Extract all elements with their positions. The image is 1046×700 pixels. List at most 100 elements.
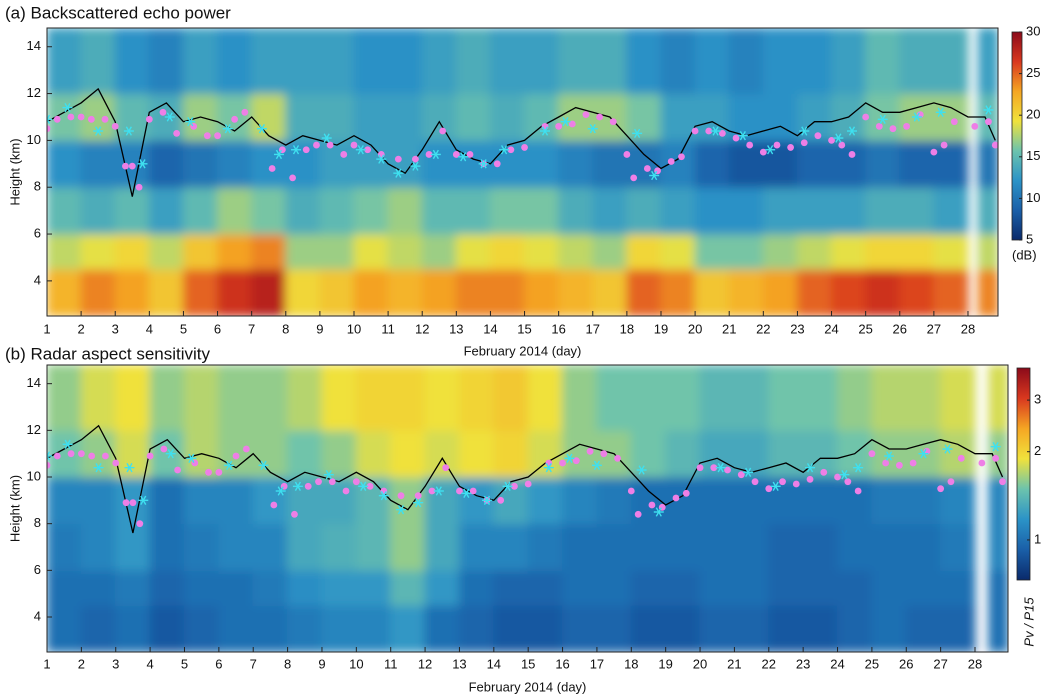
y-tick-label: 4 <box>34 272 41 287</box>
asterisk-marker <box>765 145 776 155</box>
asterisk-marker <box>433 486 444 496</box>
x-tick-label: 10 <box>347 321 361 336</box>
heatmap-cell <box>319 233 355 270</box>
y-tick-label: 6 <box>34 225 41 240</box>
heatmap-cell <box>831 186 867 235</box>
heatmap-cell <box>527 365 564 431</box>
heatmap-cell <box>421 139 457 188</box>
heatmap-cell <box>489 28 526 95</box>
dot-marker <box>101 115 109 123</box>
dot-marker <box>627 487 635 495</box>
heatmap-cell <box>217 233 253 270</box>
heatmap-cell <box>217 268 253 316</box>
asterisk-marker <box>918 449 929 459</box>
colorbar-tick-label: 20 <box>1026 107 1040 122</box>
heatmap-cell <box>940 365 976 431</box>
heatmap-cell <box>80 604 117 652</box>
heatmap-cell <box>527 604 564 652</box>
dot-marker <box>136 520 144 528</box>
heatmap-cell <box>524 268 560 316</box>
heatmap-cell <box>558 28 594 95</box>
tropopause-line <box>47 424 1004 534</box>
asterisk-marker <box>990 442 1001 452</box>
asterisk-marker <box>123 126 134 136</box>
dot-marker <box>875 122 883 130</box>
heatmap-cell <box>251 233 287 270</box>
heatmap-cell <box>218 569 254 606</box>
heatmap-cell <box>182 139 219 188</box>
dot-marker <box>145 115 153 123</box>
heatmap-cell <box>768 365 804 431</box>
heatmap-cell <box>493 604 529 652</box>
heatmap-cell <box>148 268 184 316</box>
heatmap-cell <box>562 523 598 571</box>
heatmap-cell <box>626 186 662 235</box>
heatmap-cell <box>353 93 389 141</box>
heatmap-cell <box>728 186 764 235</box>
heatmap-cell <box>665 476 701 525</box>
heatmap-cell <box>285 268 321 316</box>
dot-marker <box>268 165 276 172</box>
heatmap-cell <box>933 233 969 270</box>
heatmap-cell <box>837 604 873 652</box>
dot-marker <box>173 129 181 137</box>
heatmap-cell <box>665 569 701 606</box>
heatmap-cell <box>665 604 701 652</box>
heatmap-cell <box>355 365 392 431</box>
asterisk-marker <box>461 488 472 498</box>
heatmap-cell <box>80 365 117 431</box>
heatmap-cell <box>353 268 389 316</box>
heatmap <box>47 365 1008 652</box>
heatmap-cell <box>319 139 355 188</box>
colorbar <box>1011 31 1023 241</box>
heatmap-cell <box>390 365 426 431</box>
dot-marker <box>88 452 96 460</box>
heatmap-cell <box>80 28 116 95</box>
asterisk-marker <box>653 507 664 517</box>
dot-marker <box>992 454 1000 462</box>
heatmap-cell <box>80 93 116 141</box>
x-tick-label: 28 <box>961 321 975 336</box>
heatmap-cell <box>626 28 662 95</box>
heatmap-cell <box>114 233 150 270</box>
heatmap-cell <box>905 569 942 606</box>
dot-marker <box>67 113 75 121</box>
x-tick-label: 1 <box>43 656 50 671</box>
dot-marker <box>214 132 221 140</box>
heatmap-cell <box>424 569 460 606</box>
heatmap-cell <box>524 28 560 95</box>
dot-marker <box>800 139 808 147</box>
heatmap-cell <box>424 523 460 571</box>
heatmap-cell <box>421 28 457 95</box>
x-tick-label: 26 <box>893 321 907 336</box>
dot-marker <box>493 160 501 168</box>
dot-marker <box>838 141 846 149</box>
heatmap-cell <box>988 569 1008 606</box>
x-tick-label: 6 <box>215 656 222 671</box>
dot-marker <box>135 183 143 191</box>
heatmap-cell <box>218 604 254 652</box>
heatmap-cell <box>988 604 1008 652</box>
heatmap-cell <box>47 268 82 316</box>
heatmap-cell <box>524 93 560 141</box>
y-tick-label: 4 <box>34 608 41 623</box>
x-tick-label: 4 <box>146 321 153 336</box>
heatmap-cell <box>865 233 901 270</box>
asterisk-marker <box>355 145 366 155</box>
heatmap-cell <box>933 139 969 188</box>
dot-marker <box>377 151 385 158</box>
heatmap-cell <box>148 139 184 188</box>
dot-marker <box>957 454 965 462</box>
dot-marker <box>302 146 310 154</box>
heatmap-cell <box>630 569 667 606</box>
dot-marker <box>643 165 651 172</box>
dot-marker <box>112 459 120 467</box>
heatmap-cell <box>285 233 321 270</box>
dot-marker <box>630 174 638 182</box>
dot-marker <box>497 496 505 504</box>
x-tick-label: 6 <box>214 321 221 336</box>
heatmap-cell <box>251 93 287 141</box>
heatmap-cell <box>489 233 526 270</box>
heatmap-cell <box>796 186 833 235</box>
heatmap-cell <box>353 28 389 95</box>
